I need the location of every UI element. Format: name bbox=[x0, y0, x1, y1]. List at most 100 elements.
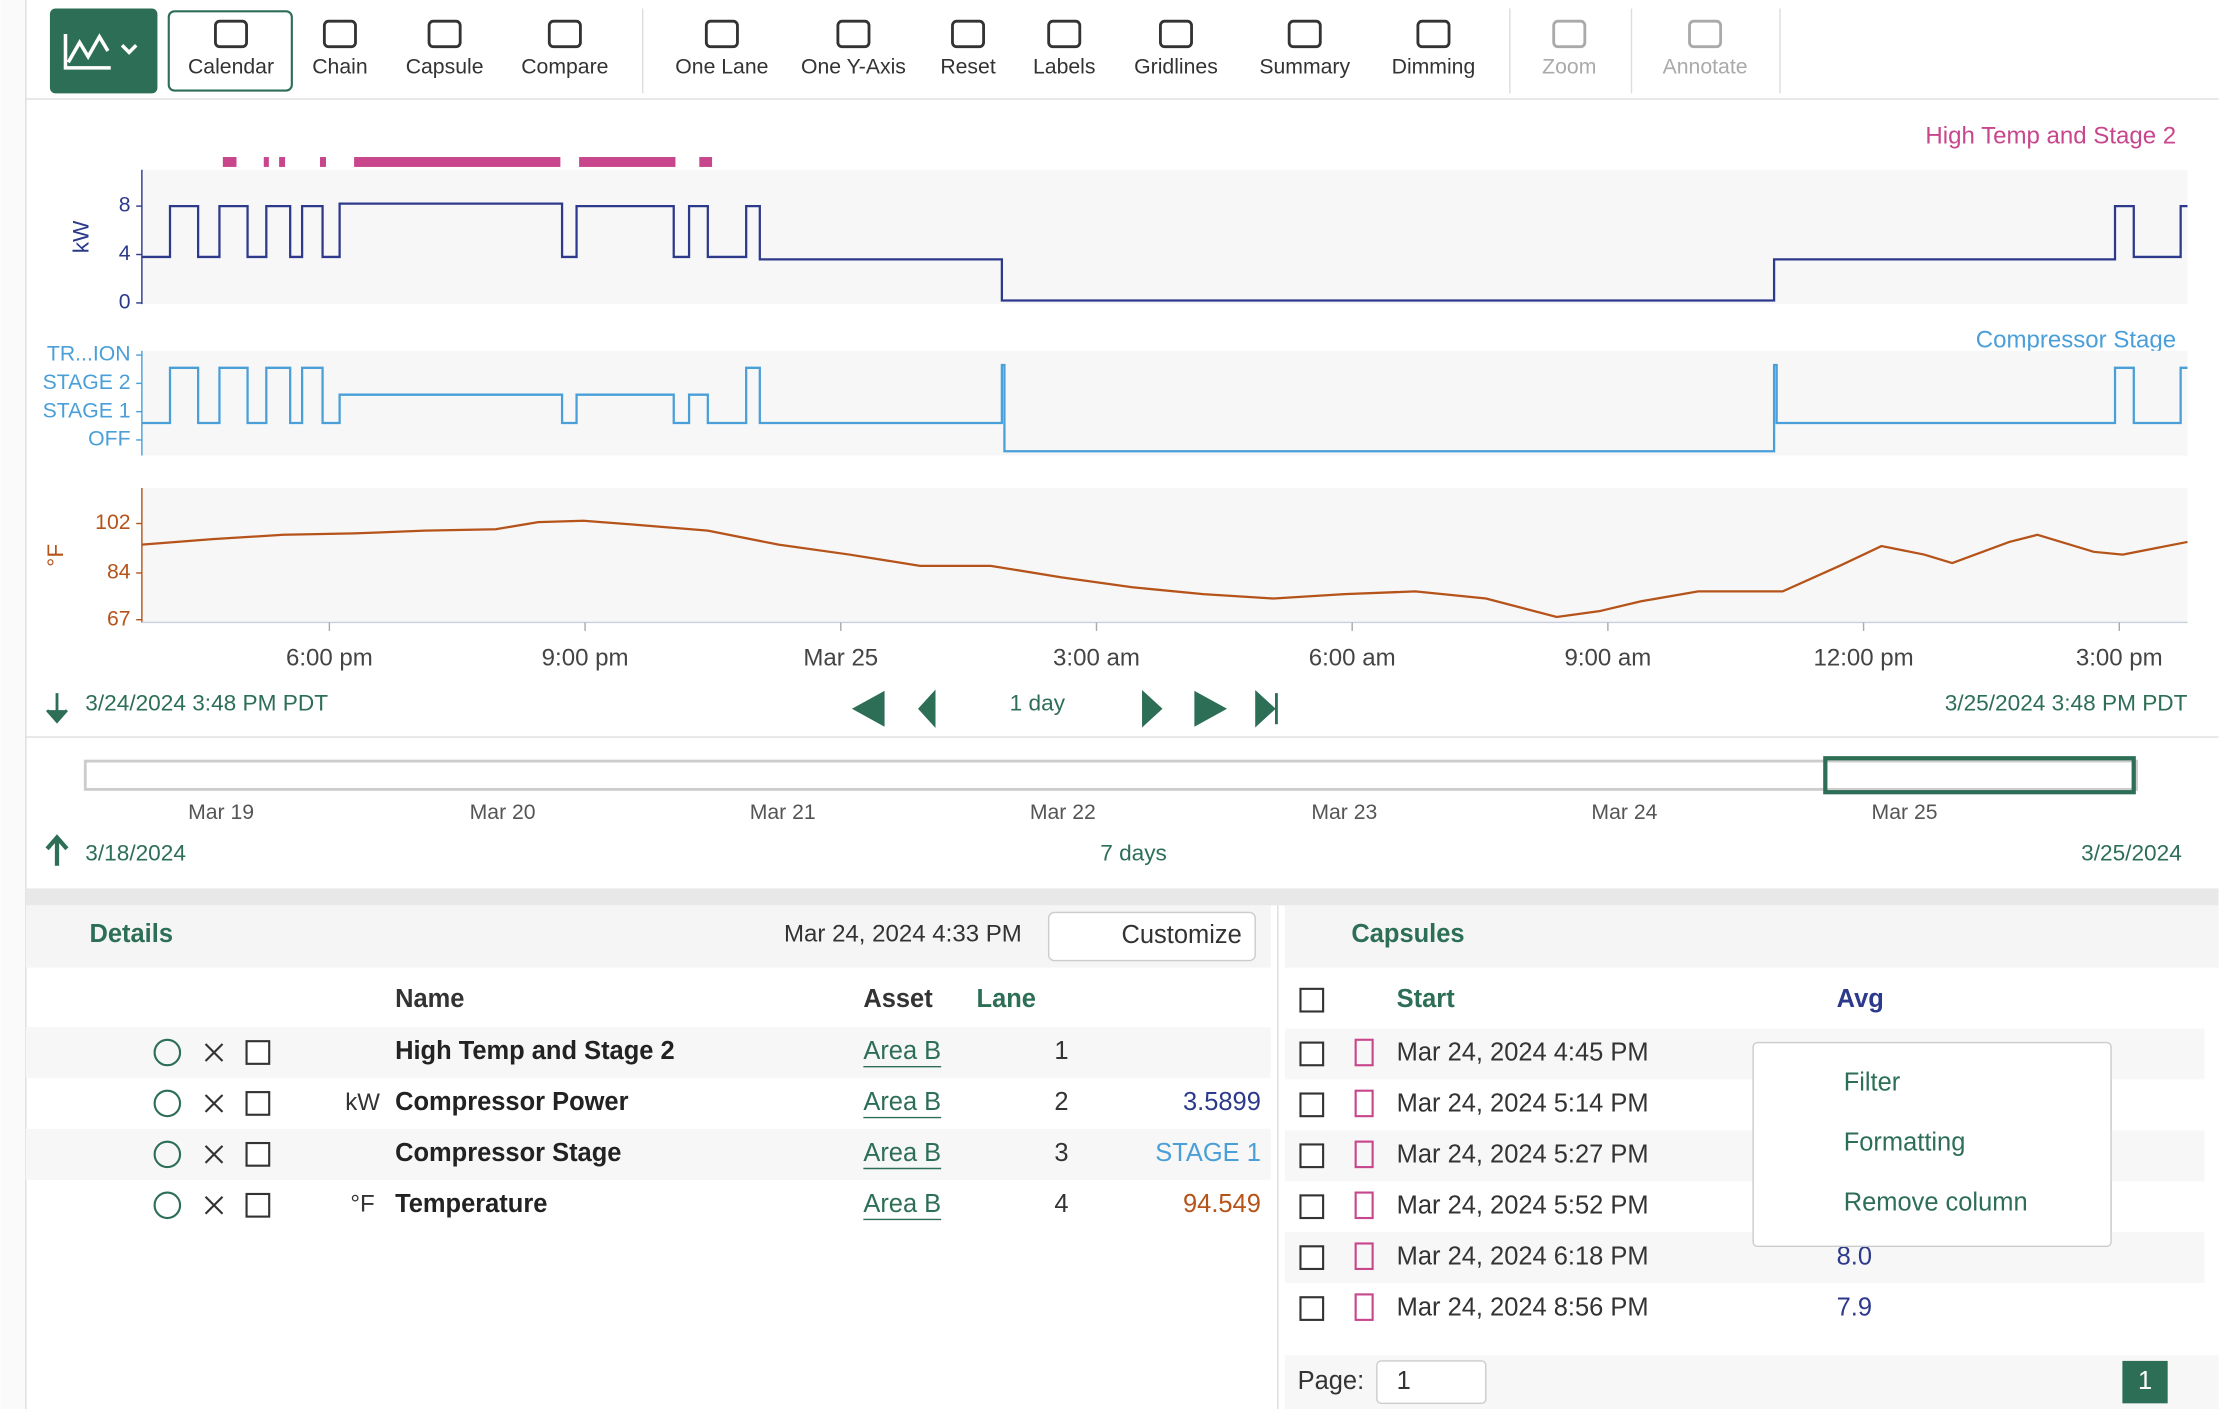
asset-link[interactable]: Area B bbox=[863, 1037, 941, 1065]
y-tick-label: 8 bbox=[119, 194, 131, 217]
y-axis-label: kW bbox=[68, 220, 93, 253]
toolbar-button[interactable]: One Lane bbox=[675, 56, 768, 79]
toolbar-icon bbox=[1159, 19, 1193, 49]
toolbar-button[interactable]: Calendar bbox=[188, 56, 274, 79]
customize-button[interactable] bbox=[1047, 911, 1256, 962]
toolbar-icon bbox=[1552, 19, 1587, 49]
lane-title: Compressor Stage bbox=[1976, 326, 2176, 353]
toolbar-button[interactable]: Dimming bbox=[1392, 56, 1476, 79]
capsules-header bbox=[1284, 905, 2219, 968]
toolbar-icon bbox=[427, 19, 462, 49]
asset-link[interactable]: Area B bbox=[863, 1139, 941, 1167]
asset-link[interactable]: Area B bbox=[863, 1190, 941, 1218]
info-icon[interactable] bbox=[153, 1089, 182, 1118]
capsule-icon bbox=[1354, 1089, 1374, 1118]
menu-item[interactable]: Formatting bbox=[1844, 1128, 1966, 1156]
y-tick-label: TR...ION bbox=[47, 343, 131, 366]
overview-tick: Mar 19 bbox=[188, 801, 254, 824]
toolbar-icon bbox=[1416, 19, 1451, 49]
info-icon[interactable] bbox=[153, 1191, 182, 1220]
x-tick-label: 3:00 pm bbox=[2076, 645, 2163, 672]
capsule-icon bbox=[1354, 1191, 1374, 1220]
unit: °F bbox=[350, 1191, 374, 1218]
view-icon bbox=[63, 33, 138, 70]
lane-bg bbox=[141, 169, 2188, 305]
row-checkbox[interactable] bbox=[245, 1141, 271, 1167]
timestamp: Mar 24, 2024 4:33 PM bbox=[784, 920, 1022, 947]
column-header[interactable]: Start bbox=[1397, 985, 1456, 1013]
view-button[interactable] bbox=[49, 8, 158, 94]
asset-link[interactable]: Area B bbox=[863, 1088, 941, 1116]
page-label: Page: bbox=[1298, 1367, 1365, 1395]
header-checkbox[interactable] bbox=[1299, 987, 1325, 1013]
row-checkbox[interactable] bbox=[1299, 1245, 1325, 1271]
x-tick-label: 6:00 am bbox=[1309, 645, 1396, 672]
toolbar-icon bbox=[1688, 19, 1723, 49]
capsule-start: Mar 24, 2024 4:45 PM bbox=[1397, 1039, 1649, 1067]
toolbar-icon bbox=[1047, 19, 1082, 49]
lane-number: 2 bbox=[1054, 1088, 1068, 1116]
row-checkbox[interactable] bbox=[245, 1192, 271, 1218]
overview-tick: Mar 20 bbox=[470, 801, 536, 824]
row-checkbox[interactable] bbox=[1299, 1194, 1325, 1220]
toolbar-button[interactable]: Capsule bbox=[406, 56, 484, 79]
page-select-value[interactable]: 1 bbox=[1397, 1367, 1411, 1395]
toolbar-button[interactable]: Summary bbox=[1259, 56, 1350, 79]
customize-label[interactable]: Customize bbox=[1122, 921, 1242, 949]
y-tick-label: STAGE 2 bbox=[43, 371, 131, 394]
toolbar-button[interactable]: One Y-Axis bbox=[801, 56, 906, 79]
overview-duration: 7 days bbox=[1100, 840, 1167, 865]
row-checkbox[interactable] bbox=[1299, 1041, 1325, 1067]
toolbar-button: Zoom bbox=[1542, 56, 1596, 79]
toolbar-button[interactable]: Gridlines bbox=[1134, 56, 1218, 79]
capsule-start: Mar 24, 2024 5:52 PM bbox=[1397, 1191, 1649, 1219]
row-checkbox[interactable] bbox=[245, 1091, 271, 1116]
toolbar-button: Annotate bbox=[1663, 56, 1748, 79]
column-header[interactable]: Asset bbox=[863, 985, 933, 1013]
toolbar-button[interactable]: Reset bbox=[940, 56, 995, 79]
context-menu-top bbox=[1752, 1041, 2112, 1248]
toolbar-icon bbox=[951, 19, 986, 49]
toolbar-button[interactable]: Chain bbox=[312, 56, 367, 79]
column-header[interactable]: Lane bbox=[977, 985, 1036, 1013]
remove-icon[interactable] bbox=[204, 1043, 224, 1062]
row-checkbox[interactable] bbox=[245, 1040, 271, 1065]
toolbar-button[interactable]: Compare bbox=[521, 56, 608, 79]
lane-number: 3 bbox=[1054, 1139, 1068, 1167]
y-tick-label: 0 bbox=[119, 291, 131, 314]
range-start: 3/24/2024 3:48 PM PDT bbox=[85, 690, 328, 715]
remove-icon[interactable] bbox=[204, 1094, 224, 1113]
row-checkbox[interactable] bbox=[1299, 1143, 1325, 1169]
page-current-bg[interactable] bbox=[2122, 1360, 2168, 1404]
remove-icon[interactable] bbox=[204, 1145, 224, 1164]
overview-selection[interactable] bbox=[1823, 756, 2136, 795]
row-checkbox[interactable] bbox=[1299, 1296, 1325, 1321]
overview-tick: Mar 22 bbox=[1030, 801, 1096, 824]
capsule-icon bbox=[1354, 1038, 1374, 1067]
item-name: High Temp and Stage 2 bbox=[395, 1037, 675, 1065]
up-arrow bbox=[45, 834, 69, 866]
x-tick-label: 3:00 am bbox=[1053, 645, 1140, 672]
nav-arrows[interactable] bbox=[46, 689, 1278, 728]
x-tick-label: Mar 25 bbox=[803, 645, 878, 672]
range-duration[interactable]: 1 day bbox=[1010, 690, 1066, 715]
toolbar-button[interactable]: Labels bbox=[1033, 56, 1095, 79]
overview-tick: Mar 25 bbox=[1872, 801, 1938, 824]
capsule-start: Mar 24, 2024 8:56 PM bbox=[1397, 1293, 1649, 1321]
page-current[interactable]: 1 bbox=[2138, 1367, 2152, 1395]
x-tick-label: 12:00 pm bbox=[1813, 645, 1913, 672]
splitter[interactable] bbox=[25, 888, 2219, 906]
panel-title: Capsules bbox=[1351, 920, 1464, 948]
column-header[interactable]: Avg bbox=[1837, 985, 1884, 1013]
capsule-bar bbox=[263, 157, 269, 167]
menu-item[interactable]: Remove column bbox=[1844, 1189, 2028, 1217]
row-checkbox[interactable] bbox=[1299, 1092, 1325, 1118]
info-icon[interactable] bbox=[153, 1140, 182, 1169]
column-header[interactable]: Name bbox=[395, 985, 464, 1013]
menu-item[interactable]: Filter bbox=[1844, 1068, 1901, 1096]
page-select[interactable] bbox=[1376, 1360, 1487, 1405]
overview-track[interactable] bbox=[83, 759, 2138, 791]
info-icon[interactable] bbox=[153, 1038, 182, 1067]
remove-icon[interactable] bbox=[204, 1196, 224, 1215]
